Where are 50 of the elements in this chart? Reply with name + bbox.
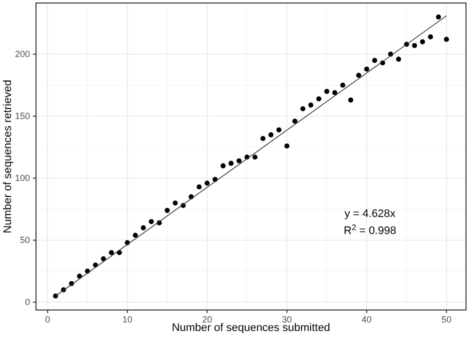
point — [284, 143, 290, 148]
point — [332, 90, 338, 96]
x-tick-label: 40 — [362, 314, 372, 324]
point — [108, 250, 114, 256]
y-tick-label: 0 — [24, 297, 30, 308]
point — [348, 98, 354, 103]
point — [396, 56, 402, 62]
point — [372, 58, 378, 63]
point — [76, 274, 82, 279]
point — [164, 208, 170, 213]
point — [292, 118, 298, 124]
point — [268, 132, 274, 138]
annotation: R$^{2}$ = 0.998 — [344, 222, 396, 237]
point — [436, 14, 441, 20]
y-tick-label: 50 — [20, 235, 30, 246]
x-tick-label: 0 — [45, 314, 50, 324]
point — [308, 102, 314, 108]
point — [132, 232, 138, 238]
point — [316, 96, 322, 102]
point — [356, 72, 362, 78]
point — [276, 127, 282, 132]
x-tick-label: 30 — [282, 314, 292, 324]
point — [412, 43, 418, 48]
x-tick-label: 10 — [122, 314, 132, 324]
point — [260, 136, 266, 142]
point — [172, 200, 178, 206]
point — [420, 39, 426, 44]
point — [196, 184, 202, 190]
x-tick-label: 50 — [441, 314, 452, 324]
y-tick-label: 100 — [14, 173, 30, 184]
point — [340, 82, 346, 88]
point — [140, 225, 146, 230]
y-axis-title: Number of sequences retrieved — [2, 80, 14, 234]
x-axis-title: Number of sequences submitted — [172, 322, 330, 334]
point — [364, 66, 370, 72]
y-tick-label: 200 — [14, 49, 30, 60]
point — [220, 163, 226, 168]
point — [236, 158, 242, 164]
y-tick-label: 150 — [14, 111, 30, 122]
x-tick-label: 20 — [202, 314, 212, 324]
point — [428, 34, 434, 40]
point — [444, 36, 449, 42]
point — [300, 106, 306, 112]
point — [148, 219, 154, 224]
point — [100, 256, 106, 262]
point — [204, 180, 210, 186]
point — [228, 160, 234, 166]
annotation: y = 4.628x — [344, 208, 396, 220]
point — [324, 88, 330, 94]
point — [252, 154, 258, 160]
